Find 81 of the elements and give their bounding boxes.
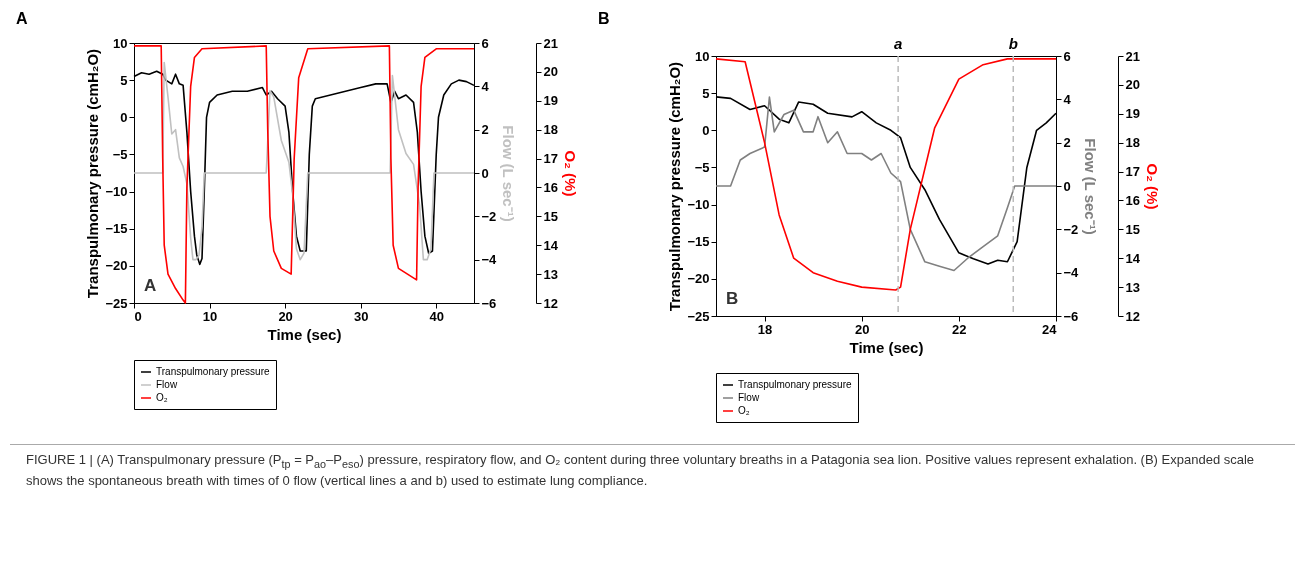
y3-tick-label: 18 [543, 122, 558, 138]
y-axis-title: Transpulmonary pressure (cmH₂O) [666, 61, 684, 312]
y2-tick-label: 0 [481, 165, 489, 181]
y3-tick-label: 21 [543, 35, 558, 51]
y-tick-label: 10 [695, 48, 710, 64]
y2-tick-label: −2 [1063, 221, 1079, 237]
y-tick-label: −15 [105, 221, 128, 237]
y-tick-label: 5 [120, 72, 128, 88]
legend-label: Transpulmonary pressure [738, 379, 852, 390]
y2-tick-label: −4 [1063, 265, 1080, 281]
y3-tick-label: 17 [1125, 164, 1140, 180]
y3-tick-label: 16 [1125, 192, 1140, 208]
y-tick-label: −10 [105, 184, 128, 200]
y2-tick-label: 0 [1063, 178, 1071, 194]
x-axis-title: Time (sec) [849, 338, 924, 356]
annotation: B [726, 289, 739, 308]
y3-tick-label: 15 [543, 208, 558, 224]
y2-axis-title: Flow (L sec⁻¹) [1082, 138, 1100, 235]
y-tick-label: −25 [687, 308, 710, 324]
y2-tick-label: −6 [1063, 308, 1079, 324]
y2-tick-label: 4 [1063, 91, 1072, 107]
x-tick-label: 18 [757, 321, 773, 337]
chart-title: A [15, 10, 28, 27]
y2-axis-title: Flow (L sec⁻¹) [500, 125, 518, 222]
legend-label: Flow [156, 379, 178, 390]
y-tick-label: −25 [105, 295, 128, 311]
x-tick-label: 20 [854, 321, 870, 337]
y3-tick-label: 13 [543, 266, 558, 282]
y3-tick-label: 19 [543, 93, 558, 109]
y2-tick-label: 6 [1063, 48, 1071, 64]
y3-tick-label: 20 [1125, 77, 1140, 93]
y2-tick-label: 6 [481, 35, 489, 51]
y3-axis-title: O₂ (%) [561, 150, 579, 197]
ref-line-label: b [1008, 35, 1018, 52]
x-tick-label: 30 [353, 308, 369, 324]
x-axis-title: Time (sec) [267, 325, 342, 343]
y-tick-label: −15 [687, 234, 710, 250]
y-tick-label: −5 [694, 159, 710, 175]
y3-tick-label: 17 [543, 151, 558, 167]
y2-tick-label: −6 [481, 295, 497, 311]
legend-label: O₂ [738, 405, 750, 416]
y3-tick-label: 13 [1125, 279, 1140, 295]
y3-tick-label: 12 [1125, 308, 1140, 324]
y3-tick-label: 15 [1125, 221, 1140, 237]
legend-label: Flow [738, 392, 760, 403]
y2-tick-label: 2 [481, 122, 489, 138]
y-axis-title: Transpulmonary pressure (cmH₂O) [84, 48, 102, 299]
y3-tick-label: 21 [1125, 48, 1140, 64]
x-tick-label: 40 [429, 308, 444, 324]
y3-tick-label: 19 [1125, 106, 1140, 122]
y-tick-label: 5 [702, 85, 710, 101]
y-tick-label: −10 [687, 197, 710, 213]
chart-title: B [597, 10, 610, 27]
line-series [715, 58, 1057, 291]
ref-line-label: a [893, 35, 903, 52]
y2-tick-label: 2 [1063, 135, 1071, 151]
y3-tick-label: 18 [1125, 135, 1140, 151]
y3-tick-label: 14 [1125, 250, 1141, 266]
y3-tick-label: 16 [543, 179, 558, 195]
y2-tick-label: 4 [481, 78, 490, 94]
legend-label: Transpulmonary pressure [156, 366, 270, 377]
x-tick-label: 10 [202, 308, 218, 324]
caption: FIGURE 1 | (A) Transpulmonary pressure (P$_{tp}$ = P$_{ao}$–P$_{eso}$) pressure, respiratory flow, and O₂ content during three voluntary breaths in a Patagonia sea lion. Positive values represent exhalation. (B) Expanded scale shows the spontaneous breath with times of 0 flow (vertical lines a and b) used to estimate lung compliance. [10, 444, 1295, 496]
x-tick-label: 22 [952, 321, 967, 337]
x-tick-label: 20 [278, 308, 293, 324]
annotation: A [144, 276, 157, 295]
x-tick-label: 24 [1042, 321, 1058, 337]
y3-tick-label: 20 [543, 64, 558, 80]
y-tick-label: 0 [702, 122, 710, 138]
y-tick-label: −5 [112, 146, 128, 162]
y3-tick-label: 14 [543, 237, 559, 253]
x-tick-label: 0 [134, 308, 142, 324]
y3-axis-title: O₂ (%) [1143, 163, 1161, 210]
y2-tick-label: −4 [481, 252, 498, 268]
y-tick-label: 10 [113, 35, 128, 51]
y-tick-label: 0 [120, 109, 128, 125]
y3-tick-label: 12 [543, 295, 558, 311]
y-tick-label: −20 [105, 258, 128, 274]
y-tick-label: −20 [687, 271, 710, 287]
y2-tick-label: −2 [481, 208, 497, 224]
legend-label: O₂ [156, 392, 168, 403]
